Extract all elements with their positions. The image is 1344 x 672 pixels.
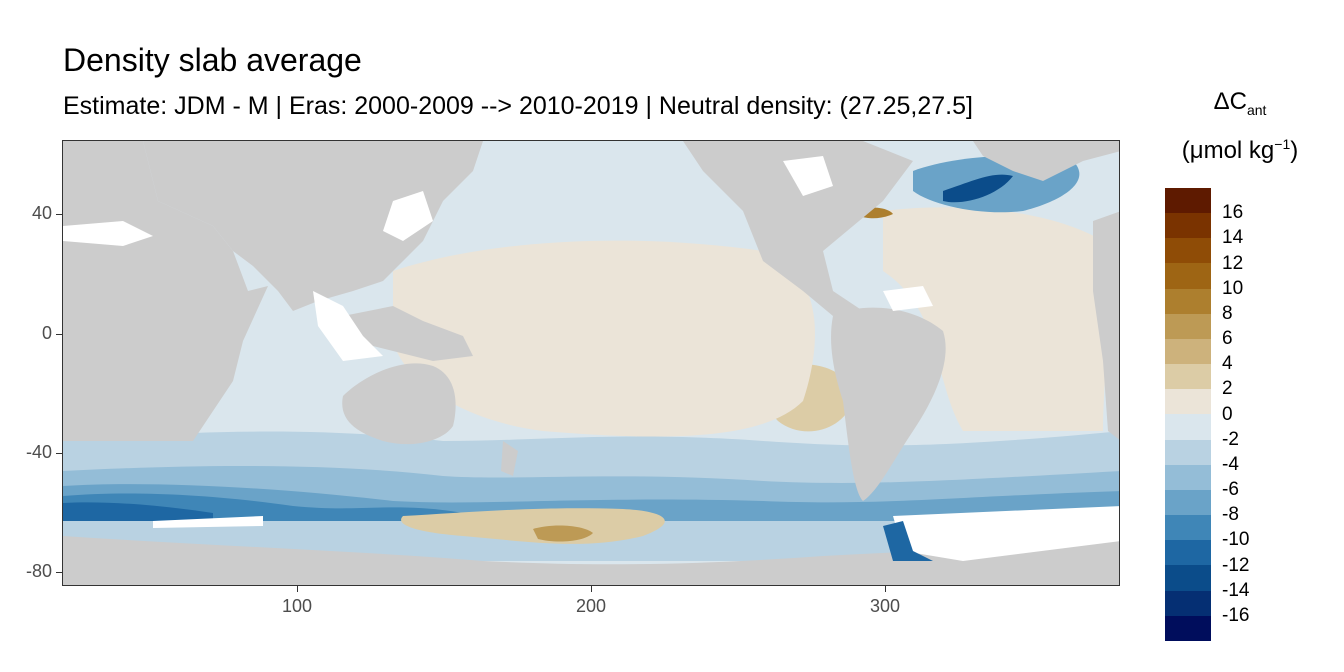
land-eurasia <box>143 141 483 311</box>
land-sea-islands <box>343 306 473 361</box>
y-tick-label-neg80: -80 <box>25 561 52 581</box>
map-svg <box>63 141 1119 585</box>
x-tick-label-300: 300 <box>869 596 901 616</box>
legend-swatch <box>1165 565 1211 591</box>
map-panel <box>62 140 1120 586</box>
no-data-indonesia <box>313 291 383 361</box>
legend-units-post: ) <box>1290 137 1299 164</box>
atlantic-light-brown <box>883 207 1108 431</box>
legend-swatch <box>1165 238 1211 264</box>
legend-label: -2 <box>1222 428 1239 450</box>
legend-units-sup: −1 <box>1274 136 1291 152</box>
land-masses <box>63 141 1119 585</box>
x-tick-label-100: 100 <box>281 596 313 616</box>
land-greenland <box>973 141 1119 181</box>
no-data-caribbean <box>883 286 933 311</box>
legend-swatch <box>1165 515 1211 541</box>
legend-units-pre: (μmol kg <box>1181 137 1275 164</box>
plot-subtitle: Estimate: JDM - M | Eras: 2000-2009 --> … <box>63 92 973 120</box>
plot-title: Density slab average <box>63 42 362 78</box>
legend-label: 16 <box>1222 202 1244 224</box>
legend-swatch <box>1165 615 1211 641</box>
legend-swatch <box>1165 213 1211 239</box>
legend-swatch <box>1165 489 1211 516</box>
y-tick-label-neg40: -40 <box>25 442 52 462</box>
legend-label: -14 <box>1222 579 1250 601</box>
antarctic-brown-core <box>533 525 593 542</box>
no-data-weddell <box>893 506 1119 561</box>
legend-swatch <box>1165 364 1211 390</box>
x-tick-label-200: 200 <box>575 596 607 616</box>
southern-ocean-band-5 <box>63 502 213 521</box>
legend-swatch <box>1165 288 1211 314</box>
north-atlantic-dark-blue <box>943 174 1013 203</box>
antarctic-brown-patches <box>401 508 665 544</box>
no-data-japan-sea <box>383 191 433 241</box>
no-data-areas <box>63 156 1119 561</box>
legend-label: 2 <box>1222 378 1233 400</box>
x-tick-mark-200 <box>591 586 592 592</box>
x-tick-mark-300 <box>885 586 886 592</box>
legend-label: 0 <box>1222 403 1233 425</box>
y-tick-label-0: 0 <box>41 323 52 343</box>
legend-label: -8 <box>1222 504 1239 526</box>
legend-label: -16 <box>1222 604 1250 626</box>
legend-swatch <box>1165 439 1211 465</box>
legend-swatch <box>1165 313 1211 339</box>
legend-label: 10 <box>1222 277 1244 299</box>
legend-label: -12 <box>1222 554 1250 576</box>
legend-title: ΔCant <box>1160 88 1320 118</box>
land-australia <box>342 363 456 445</box>
legend-label: -6 <box>1222 479 1239 500</box>
legend-swatch <box>1165 590 1211 616</box>
legend-title-sub: ant <box>1246 101 1267 118</box>
y-tick-mark-40 <box>56 214 62 215</box>
legend-label: 12 <box>1222 252 1244 274</box>
legend-label: -10 <box>1222 529 1250 551</box>
land-north-america <box>683 141 913 316</box>
y-tick-label-40: 40 <box>31 203 52 223</box>
legend-label: -4 <box>1222 453 1239 475</box>
no-data-mediterranean <box>63 221 153 246</box>
legend-swatch <box>1165 338 1211 365</box>
legend-title-main: ΔC <box>1213 88 1247 115</box>
y-tick-mark-neg40 <box>56 453 62 454</box>
land-africa <box>63 141 268 441</box>
weddell-coast-blue <box>883 521 933 561</box>
legend-swatch <box>1165 540 1211 566</box>
legend-label: 14 <box>1222 227 1244 249</box>
legend-swatch <box>1165 464 1211 490</box>
legend-label: 8 <box>1222 302 1233 324</box>
legend-swatch <box>1165 263 1211 289</box>
no-data-hudson <box>783 156 833 196</box>
legend-units: (μmol kg−1) <box>1160 136 1320 165</box>
y-tick-mark-neg80 <box>56 572 62 573</box>
legend-swatch <box>1165 188 1211 214</box>
no-data-antarctic-coast <box>153 516 263 528</box>
legend-swatch <box>1165 414 1211 440</box>
legend-colorbar <box>1165 188 1211 641</box>
pacific-light-brown <box>393 240 815 437</box>
legend-swatch <box>1165 389 1211 415</box>
land-new-zealand <box>501 441 518 476</box>
x-tick-mark-100 <box>297 586 298 592</box>
land-europe-east-edge <box>1093 211 1119 440</box>
legend-label: 4 <box>1222 353 1233 375</box>
land-south-america <box>831 307 946 501</box>
legend-label: 6 <box>1222 328 1233 349</box>
y-tick-mark-0 <box>56 334 62 335</box>
land-antarctica <box>63 536 1119 585</box>
